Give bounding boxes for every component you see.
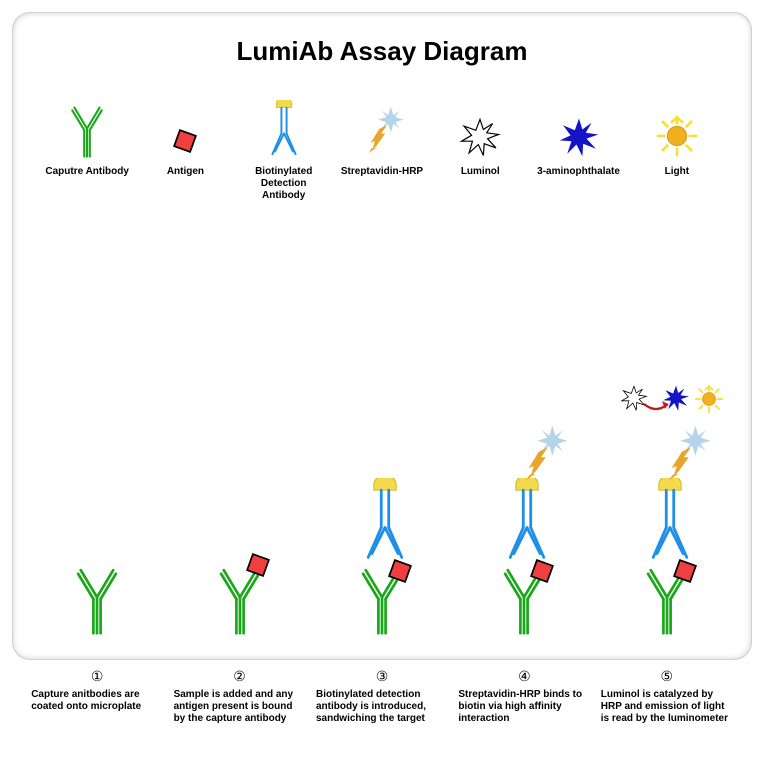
- luminol-icon: [459, 98, 501, 158]
- light-icon: [655, 98, 699, 158]
- step-5-caption: ⑤ Luminol is catalyzed by HRP and emissi…: [601, 668, 733, 725]
- step-2-diagram: [174, 382, 306, 642]
- step-number: ④: [458, 668, 590, 685]
- legend-item: 3-aminophthalate: [536, 98, 622, 202]
- legend-row: Caputre Antibody Antigen Biotinylated De…: [12, 98, 752, 202]
- legend-label: Caputre Antibody: [45, 166, 129, 178]
- step-number: ②: [174, 668, 306, 685]
- step-4-caption: ④ Streptavidin-HRP binds to biotin via h…: [458, 668, 590, 725]
- aminophthalate-icon: [558, 98, 600, 158]
- step-text: Luminol is catalyzed by HRP and emission…: [601, 689, 733, 725]
- capture-antibody-icon: [65, 98, 109, 158]
- step-4-diagram: [458, 382, 590, 642]
- streptavidin-hrp-icon: [354, 98, 410, 158]
- legend-label: Streptavidin-HRP: [341, 166, 423, 178]
- step-3-caption: ③ Biotinylated detection antibody is int…: [316, 668, 448, 725]
- step-1-caption: ① Capture anitbodies are coated onto mic…: [31, 668, 163, 725]
- legend-item: Antigen: [142, 98, 228, 202]
- legend-item: Streptavidin-HRP: [339, 98, 425, 202]
- step-number: ⑤: [601, 668, 733, 685]
- step-5-diagram: [601, 382, 733, 642]
- legend-item: Light: [634, 98, 720, 202]
- detection-antibody-icon: [264, 98, 304, 158]
- antigen-icon: [168, 98, 202, 158]
- step-3-diagram: [316, 382, 448, 642]
- step-1-diagram: [31, 382, 163, 642]
- step-text: Capture anitbodies are coated onto micro…: [31, 689, 163, 713]
- page-title: LumiAb Assay Diagram: [12, 36, 752, 67]
- step-number: ①: [31, 668, 163, 685]
- legend-label: Biotinylated Detection Antibody: [241, 166, 327, 202]
- captions-row: ① Capture anitbodies are coated onto mic…: [12, 668, 752, 725]
- legend-item: Luminol: [437, 98, 523, 202]
- legend-label: 3-aminophthalate: [537, 166, 620, 178]
- legend-item: Biotinylated Detection Antibody: [241, 98, 327, 202]
- step-number: ③: [316, 668, 448, 685]
- legend-label: Antigen: [167, 166, 204, 178]
- step-2-caption: ② Sample is added and any antigen presen…: [174, 668, 306, 725]
- legend-item: Caputre Antibody: [44, 98, 130, 202]
- legend-label: Light: [665, 166, 689, 178]
- step-text: Streptavidin-HRP binds to biotin via hig…: [458, 689, 590, 725]
- legend-label: Luminol: [461, 166, 500, 178]
- step-text: Sample is added and any antigen present …: [174, 689, 306, 725]
- diagram-panel: LumiAb Assay Diagram Caputre Antibody An…: [12, 12, 752, 660]
- step-text: Biotinylated detection antibody is intro…: [316, 689, 448, 725]
- steps-row: [12, 382, 752, 642]
